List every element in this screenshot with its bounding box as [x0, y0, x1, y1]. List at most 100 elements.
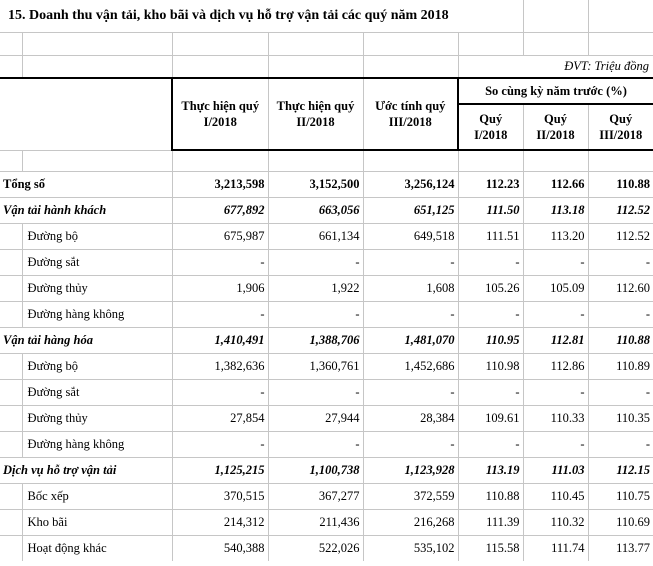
- indent-cell: [0, 508, 23, 536]
- row-label: Đường bộ: [21, 352, 173, 380]
- value-cell: 1,906: [171, 274, 269, 302]
- value-cell: 110.88: [457, 482, 524, 510]
- value-cell: 112.60: [587, 274, 653, 302]
- row-label-header-cell: [0, 77, 173, 151]
- value-cell: 112.23: [457, 170, 524, 198]
- empty-cell: [267, 54, 364, 79]
- value-cell: 111.50: [457, 196, 524, 224]
- table-row: Bốc xếp 370,515 367,277 372,559 110.88 110.45…: [0, 482, 653, 510]
- value-cell: 3,152,500: [267, 170, 364, 198]
- header-line: Ước tính quý: [375, 99, 446, 113]
- header-row-top: Thực hiện quý I/2018 Thực hiện quý II/2018…: [0, 77, 653, 151]
- value-cell: 372,559: [362, 482, 459, 510]
- row-label: Đường bộ: [21, 222, 173, 250]
- indent-cell: [0, 274, 23, 302]
- value-cell: -: [362, 378, 459, 406]
- value-cell: 370,515: [171, 482, 269, 510]
- indent-cell: [0, 482, 23, 510]
- value-cell: -: [267, 430, 364, 458]
- value-cell: -: [457, 248, 524, 276]
- row-label: Dịch vụ hỗ trợ vận tải: [0, 456, 173, 484]
- value-cell: 535,102: [362, 534, 459, 562]
- value-cell: 1,452,686: [362, 352, 459, 380]
- value-cell: -: [267, 300, 364, 328]
- page-title: 15. Doanh thu vận tải, kho bãi và dịch v…: [0, 0, 524, 33]
- value-cell: 112.15: [587, 456, 653, 484]
- empty-cell: [457, 149, 524, 172]
- value-cell: 367,277: [267, 482, 364, 510]
- header-line: III/2018: [388, 115, 432, 129]
- table-row: Đường bộ 675,987 661,134 649,518 111.51 113.2…: [0, 222, 653, 250]
- empty-cell: [522, 31, 589, 56]
- value-cell: 1,123,928: [362, 456, 459, 484]
- value-cell: 1,360,761: [267, 352, 364, 380]
- value-cell: 1,100,738: [267, 456, 364, 484]
- value-cell: 110.33: [522, 404, 589, 432]
- row-label: Đường hàng không: [21, 300, 173, 328]
- table-row: Đường hàng không - - - - - -: [0, 300, 653, 328]
- value-cell: 211,436: [267, 508, 364, 536]
- value-cell: 111.51: [457, 222, 524, 250]
- value-cell: 1,388,706: [267, 326, 364, 354]
- empty-cell: [21, 54, 173, 79]
- value-cell: -: [267, 378, 364, 406]
- empty-cell: [587, 0, 653, 33]
- empty-cell: [21, 31, 173, 56]
- value-cell: -: [171, 430, 269, 458]
- empty-cell: [171, 149, 269, 172]
- empty-cell: [0, 149, 23, 172]
- value-cell: -: [522, 378, 589, 406]
- value-cell: 214,312: [171, 508, 269, 536]
- value-cell: 663,056: [267, 196, 364, 224]
- value-cell: -: [587, 378, 653, 406]
- row-label: Vận tải hành khách: [0, 196, 173, 224]
- value-cell: 216,268: [362, 508, 459, 536]
- value-cell: 110.69: [587, 508, 653, 536]
- row-label: Đường sắt: [21, 248, 173, 276]
- empty-cell: [457, 31, 524, 56]
- table-row: Tổng số 3,213,598 3,152,500 3,256,124 112.23…: [0, 170, 653, 198]
- compare-group-header: So cùng kỳ năm trước (%): [456, 77, 653, 105]
- value-cell: 110.98: [457, 352, 524, 380]
- value-cell: 661,134: [267, 222, 364, 250]
- value-cell: 110.35: [587, 404, 653, 432]
- header-line: Quý: [609, 112, 633, 126]
- value-cell: -: [457, 378, 524, 406]
- row-label: Vận tải hàng hóa: [0, 326, 173, 354]
- unit-note-row: ĐVT: Triệu đồng: [0, 54, 653, 79]
- value-cell: 113.18: [522, 196, 589, 224]
- value-cell: -: [457, 300, 524, 328]
- col-header-estimate-q3: Ước tính quý III/2018: [362, 77, 459, 151]
- value-cell: 3,256,124: [362, 170, 459, 198]
- row-label: Kho bãi: [21, 508, 173, 536]
- row-label: Đường thủy: [21, 404, 173, 432]
- table-row: Đường sắt - - - - - -: [0, 378, 653, 406]
- table-row: Dịch vụ hỗ trợ vận tải 1,125,215 1,100,738…: [0, 456, 653, 484]
- value-cell: 675,987: [171, 222, 269, 250]
- value-cell: 113.77: [587, 534, 653, 562]
- value-cell: 110.32: [522, 508, 589, 536]
- value-cell: -: [587, 430, 653, 458]
- empty-cell: [522, 0, 589, 33]
- spacer-row: [0, 149, 653, 172]
- header-line: III/2018: [599, 128, 643, 142]
- empty-cell: [522, 149, 589, 172]
- value-cell: 540,388: [171, 534, 269, 562]
- value-cell: 110.88: [587, 326, 653, 354]
- value-cell: -: [362, 430, 459, 458]
- value-cell: 109.61: [457, 404, 524, 432]
- header-line: Quý: [479, 112, 503, 126]
- value-cell: 1,608: [362, 274, 459, 302]
- empty-cell: [0, 31, 23, 56]
- value-cell: 113.19: [457, 456, 524, 484]
- table-row: Kho bãi 214,312 211,436 216,268 111.39 110.32…: [0, 508, 653, 536]
- header-line: II/2018: [536, 128, 575, 142]
- table-row: Đường sắt - - - - - -: [0, 248, 653, 276]
- value-cell: -: [171, 300, 269, 328]
- indent-cell: [0, 300, 23, 328]
- value-cell: -: [522, 430, 589, 458]
- value-cell: 112.52: [587, 222, 653, 250]
- header-line: I/2018: [474, 128, 508, 142]
- value-cell: -: [171, 378, 269, 406]
